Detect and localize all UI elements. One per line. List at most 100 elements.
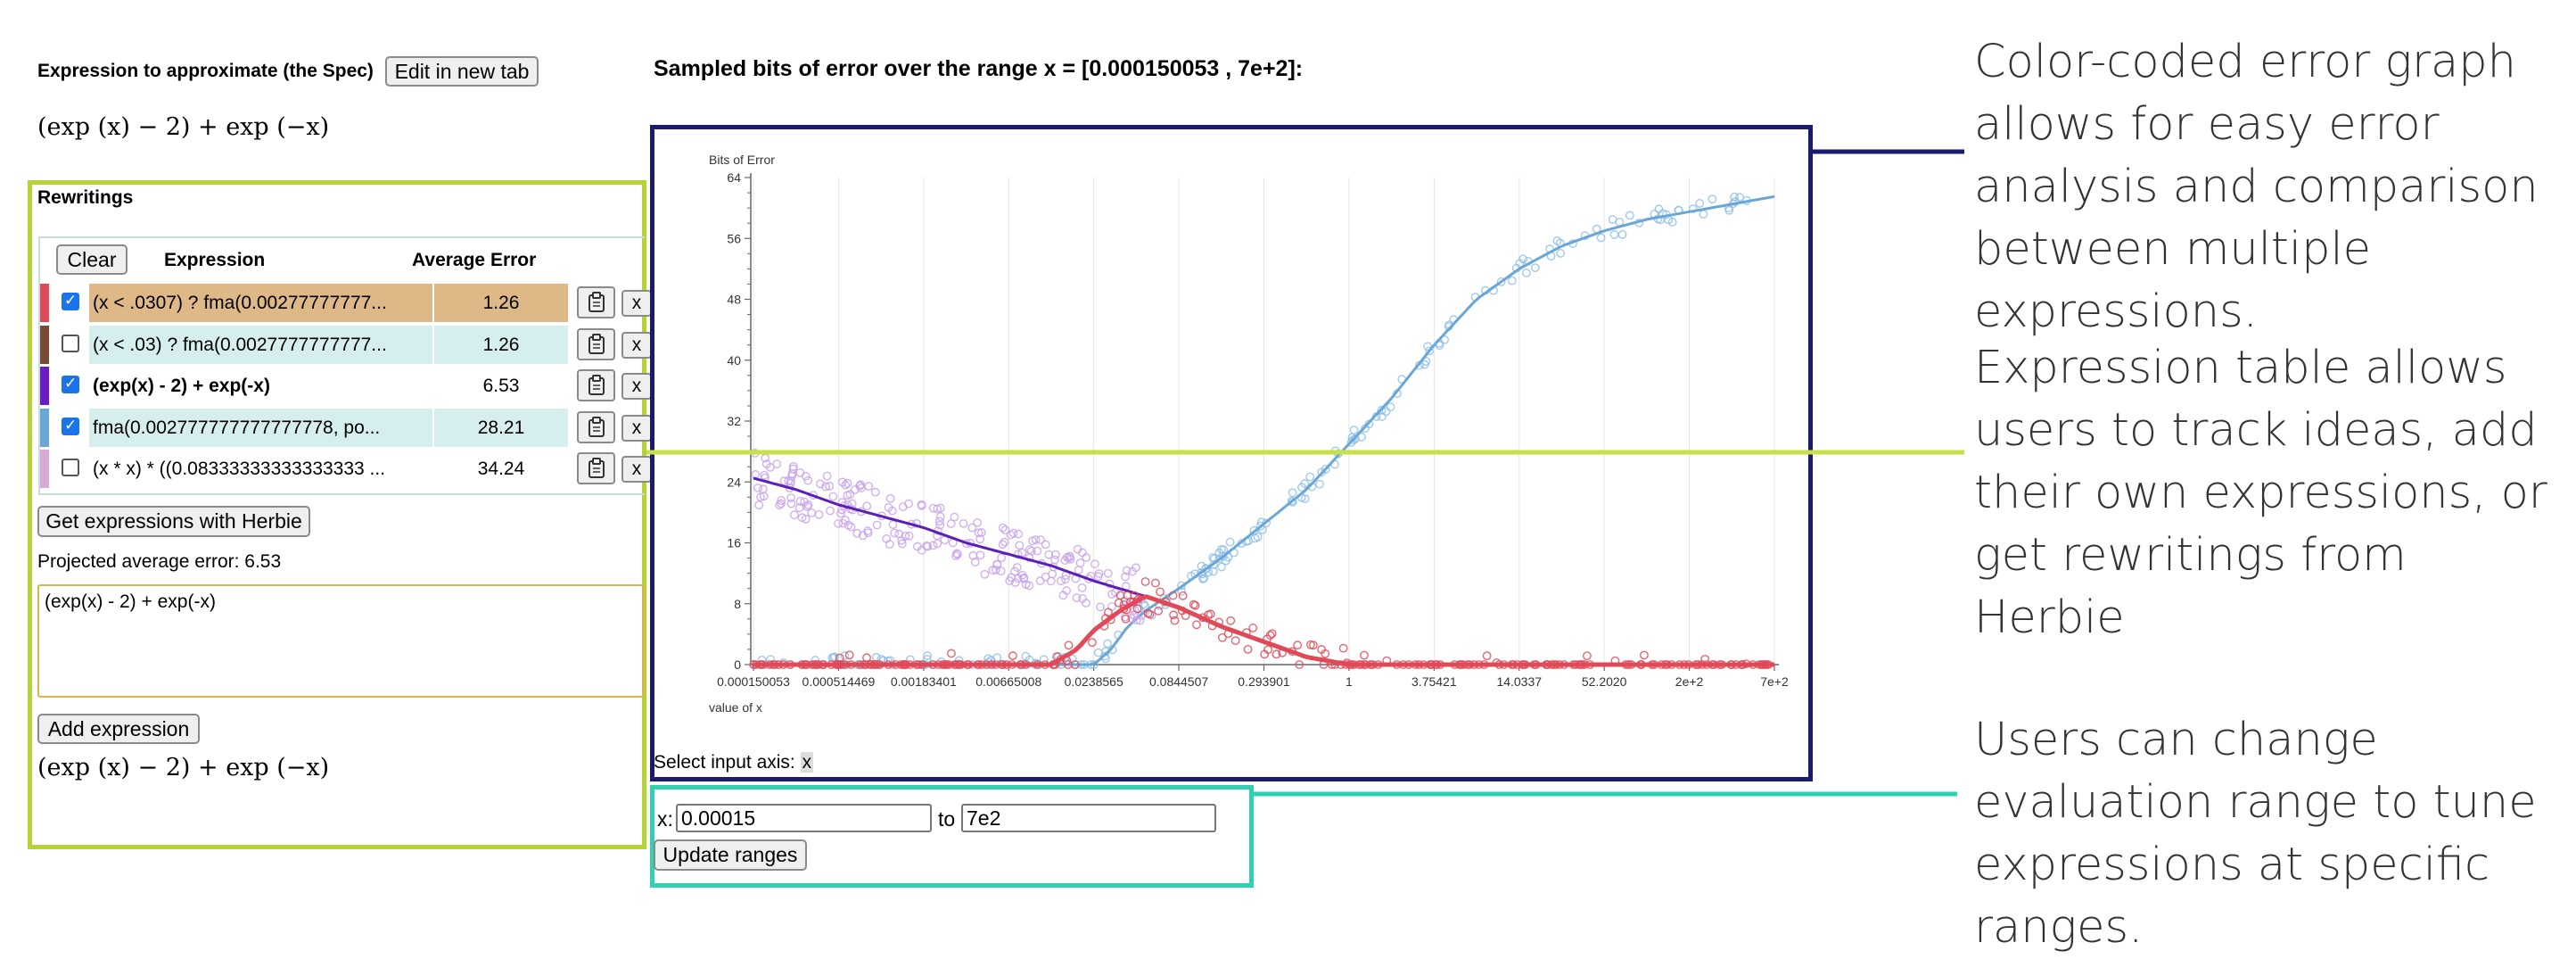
row-expression[interactable]: (exp(x) - 2) + exp(-x) bbox=[89, 367, 432, 405]
data-point bbox=[1201, 564, 1211, 573]
x-tick-label: 0.0238565 bbox=[1065, 674, 1123, 689]
data-point bbox=[1219, 545, 1229, 555]
clipboard-icon[interactable] bbox=[577, 327, 615, 360]
data-point bbox=[858, 531, 868, 541]
data-point bbox=[789, 461, 798, 471]
row-checkbox[interactable] bbox=[62, 375, 79, 393]
range-to-input[interactable] bbox=[961, 804, 1216, 832]
delete-row-button[interactable]: x bbox=[621, 290, 652, 317]
data-point bbox=[843, 478, 852, 488]
data-point bbox=[1093, 572, 1103, 582]
clear-button[interactable]: Clear bbox=[56, 244, 128, 275]
data-point bbox=[1072, 593, 1082, 602]
expression-row[interactable]: (x < .0307) ? fma(0.00277777777...1.26 x bbox=[40, 284, 652, 322]
row-checkbox[interactable] bbox=[62, 459, 79, 476]
row-checkbox[interactable] bbox=[62, 292, 79, 310]
data-point bbox=[852, 528, 862, 538]
x-tick-label: 0.0844507 bbox=[1149, 674, 1208, 689]
data-point bbox=[1518, 254, 1528, 264]
data-point bbox=[850, 485, 860, 494]
x-tick-label: 0.293901 bbox=[1238, 674, 1290, 689]
data-point bbox=[1377, 412, 1387, 421]
data-point bbox=[1218, 632, 1227, 642]
data-point bbox=[1263, 645, 1273, 655]
data-point bbox=[862, 501, 872, 511]
data-point bbox=[992, 559, 1002, 569]
data-point bbox=[834, 519, 844, 528]
x-tick-label: 1 bbox=[1346, 674, 1353, 689]
clipboard-icon[interactable] bbox=[577, 410, 615, 443]
data-point bbox=[1265, 631, 1275, 640]
range-from-input[interactable] bbox=[676, 804, 932, 832]
update-ranges-button[interactable]: Update ranges bbox=[654, 839, 807, 871]
row-checkbox[interactable] bbox=[62, 334, 79, 352]
data-point bbox=[1556, 249, 1566, 258]
data-point bbox=[1041, 572, 1050, 582]
data-point bbox=[1031, 535, 1041, 544]
data-point bbox=[1596, 233, 1606, 243]
clipboard-icon[interactable] bbox=[577, 286, 615, 318]
row-expression[interactable]: (x < .0307) ? fma(0.00277777777... bbox=[89, 284, 432, 322]
data-point bbox=[1050, 555, 1059, 565]
clipboard-icon[interactable] bbox=[577, 369, 615, 401]
data-point bbox=[1135, 616, 1145, 625]
graph-annotation: Color-coded error graph allows for easy … bbox=[1974, 36, 2539, 338]
row-expression[interactable]: (x < .03) ? fma(0.0027777777777... bbox=[89, 325, 432, 364]
expression-row[interactable]: (x < .03) ? fma(0.0027777777777... 1.26 x bbox=[40, 325, 652, 364]
expression-row[interactable]: fma(0.002777777777777778, po...28.21x bbox=[40, 408, 652, 447]
select-axis-dropdown[interactable]: x bbox=[800, 752, 814, 773]
x-axis-label: value of x bbox=[709, 700, 762, 715]
data-point bbox=[928, 503, 938, 513]
data-point bbox=[1218, 551, 1228, 561]
row-checkbox[interactable] bbox=[62, 417, 79, 435]
data-point bbox=[1140, 577, 1150, 586]
data-point bbox=[980, 569, 990, 579]
clipboard-icon[interactable] bbox=[577, 452, 615, 484]
data-point bbox=[1190, 600, 1200, 610]
data-point bbox=[988, 566, 998, 575]
data-point bbox=[825, 482, 835, 491]
x-tick-label: 0.00665008 bbox=[975, 674, 1041, 689]
spec-label: Expression to approximate (the Spec) bbox=[37, 61, 374, 81]
data-point bbox=[1132, 616, 1141, 624]
col-header-expression: Expression bbox=[164, 250, 266, 270]
data-point bbox=[894, 529, 904, 539]
data-point bbox=[1288, 488, 1297, 498]
expression-row[interactable]: (x * x) * ((0.08333333333333333 ... 34.24… bbox=[40, 450, 652, 488]
row-average-error: 1.26 bbox=[434, 325, 568, 364]
get-expressions-button[interactable]: Get expressions with Herbie bbox=[37, 506, 310, 537]
data-point bbox=[777, 499, 786, 508]
data-point bbox=[797, 513, 807, 523]
data-point bbox=[928, 541, 938, 550]
data-point bbox=[1114, 598, 1123, 608]
delete-row-button[interactable]: x bbox=[621, 456, 652, 483]
data-point bbox=[1360, 650, 1369, 660]
row-expression[interactable]: fma(0.002777777777777778, po... bbox=[89, 408, 432, 447]
data-point bbox=[1103, 568, 1113, 578]
expression-row[interactable]: (exp(x) - 2) + exp(-x)6.53x bbox=[40, 367, 652, 405]
data-point bbox=[753, 483, 763, 492]
data-point bbox=[885, 493, 895, 503]
data-point bbox=[1482, 651, 1492, 661]
data-point bbox=[814, 509, 824, 519]
data-point bbox=[1064, 641, 1074, 650]
edit-in-new-tab-button[interactable]: Edit in new tab bbox=[385, 56, 539, 87]
add-expression-button[interactable]: Add expression bbox=[37, 714, 200, 744]
data-point bbox=[1000, 537, 1009, 547]
series-color-swatch bbox=[40, 450, 49, 488]
data-point bbox=[1226, 616, 1236, 625]
data-point bbox=[1021, 580, 1031, 589]
data-point bbox=[1425, 346, 1434, 356]
data-point bbox=[786, 493, 795, 503]
data-point bbox=[1208, 566, 1218, 576]
row-expression[interactable]: (x * x) * ((0.08333333333333333 ... bbox=[89, 450, 432, 488]
data-point bbox=[1139, 599, 1148, 609]
data-point bbox=[1217, 562, 1226, 572]
data-point bbox=[1168, 591, 1178, 600]
data-point bbox=[1096, 602, 1105, 612]
data-point bbox=[1317, 467, 1327, 477]
data-point bbox=[1014, 529, 1023, 539]
expression-input[interactable]: (exp(x) - 2) + exp(-x) bbox=[37, 584, 644, 698]
data-point bbox=[935, 520, 945, 530]
data-point bbox=[1074, 566, 1083, 575]
